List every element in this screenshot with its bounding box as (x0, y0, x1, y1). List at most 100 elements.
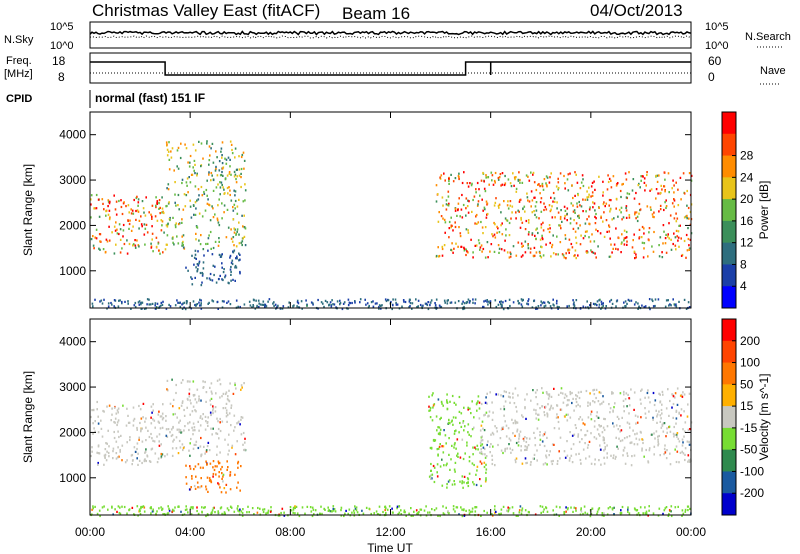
evening-band-cell (595, 212, 597, 216)
main-band-0-4h-cell (151, 232, 154, 235)
positive-velocity-arc-cell (462, 421, 464, 424)
ground-scatter-0-3h-cell (157, 413, 160, 416)
main-band-0-4h-cell (151, 204, 154, 207)
ground-scatter-3-6h-cell (234, 382, 236, 385)
evening-band-cell (593, 240, 596, 243)
evening-ground-scatter-cell (622, 399, 625, 402)
evening-band-cell (527, 175, 529, 178)
evening-ground-scatter-cell (683, 435, 685, 438)
evening-ground-scatter-cell (602, 439, 605, 442)
main-band-4-6h-cell (180, 142, 182, 145)
ground-scatter-3-6h-cell (166, 379, 169, 382)
velocity-heatmap-cells (90, 378, 693, 518)
low-range-row-cell (391, 507, 393, 510)
ground-scatter-3-6h-cell (189, 399, 191, 402)
evening-band-cell (658, 244, 660, 247)
evening-ground-scatter-cell (488, 414, 490, 418)
main-band-4-6h-cell (236, 205, 239, 208)
ground-scatter-row-cell (582, 305, 585, 308)
ground-scatter-3-6h-cell (227, 453, 229, 456)
ground-scatter-row-cell (509, 304, 511, 308)
evening-band-cell (527, 247, 530, 250)
lower-echo-4-6h-cell (221, 253, 223, 256)
evening-band-cell (445, 203, 448, 206)
ground-scatter-0-3h-cell (94, 430, 96, 433)
evening-band-cell (588, 215, 590, 218)
main-band-0-4h-cell (158, 249, 160, 252)
low-range-row-cell (405, 514, 407, 517)
low-range-row-cell (221, 512, 223, 515)
evening-ground-scatter-cell (672, 402, 675, 406)
evening-ground-scatter-cell (584, 423, 586, 426)
evening-ground-scatter-cell (508, 443, 510, 446)
main-band-4-6h-cell (216, 217, 219, 220)
evening-ground-scatter-cell (595, 414, 598, 418)
ground-scatter-0-3h-cell (136, 457, 138, 460)
low-range-row-cell (241, 511, 244, 515)
ground-scatter-0-3h-cell (138, 404, 140, 408)
ground-scatter-3-6h-cell (194, 409, 196, 412)
evening-band-cell (641, 241, 644, 244)
ground-scatter-row-cell (199, 298, 201, 301)
evening-ground-scatter-cell (604, 448, 606, 451)
main-band-4-6h-cell (212, 246, 215, 250)
ground-scatter-row-cell (654, 304, 656, 308)
ground-scatter-3-6h-cell (198, 398, 200, 401)
evening-band-cell (545, 182, 547, 185)
evening-ground-scatter-cell (557, 416, 559, 419)
ground-scatter-0-3h-cell (106, 450, 108, 453)
main-band-4-6h-cell (229, 140, 232, 143)
ground-scatter-0-3h-cell (122, 404, 124, 407)
low-range-row-cell (174, 506, 176, 509)
main-band-4-6h-cell (212, 178, 215, 182)
evening-ground-scatter-cell (526, 461, 528, 464)
evening-band-cell (560, 227, 562, 230)
low-range-row-cell (468, 512, 471, 515)
evening-band-cell (552, 252, 555, 255)
evening-ground-scatter-cell (656, 415, 658, 418)
evening-band-cell (572, 210, 575, 213)
ground-scatter-row-cell (466, 301, 469, 304)
evening-ground-scatter-cell (671, 406, 673, 409)
ground-scatter-row-cell (326, 301, 329, 304)
evening-band-cell (634, 257, 636, 260)
low-range-row-cell (452, 508, 455, 511)
main-band-4-6h-cell (221, 170, 223, 174)
low-range-row-cell (197, 512, 200, 515)
ground-scatter-3-6h-cell (212, 407, 215, 410)
positive-velocity-arc-cell (468, 460, 471, 463)
velocity-colorbar-label: Velocity [m s^-1] (757, 374, 771, 461)
evening-band-cell (582, 210, 584, 213)
main-band-4-6h-cell (171, 237, 174, 240)
lower-echo-4-6h-cell (237, 460, 240, 463)
ground-scatter-3-6h-cell (178, 428, 180, 431)
low-range-row-cell (455, 506, 458, 509)
evening-band-cell (628, 171, 630, 174)
lower-echo-4-6h-cell (220, 468, 222, 471)
main-band-4-6h-cell (234, 207, 236, 210)
lower-echo-4-6h-cell (195, 257, 197, 260)
ground-scatter-0-3h-cell (160, 452, 163, 456)
ground-scatter-3-6h-cell (175, 383, 177, 387)
positive-velocity-arc-cell (440, 416, 442, 419)
evening-ground-scatter-cell (603, 456, 605, 459)
evening-ground-scatter-cell (683, 430, 686, 433)
main-band-4-6h-cell (209, 219, 212, 222)
low-range-row-cell (353, 511, 356, 515)
evening-band-cell (462, 203, 465, 207)
positive-velocity-arc-cell (437, 447, 440, 450)
ground-scatter-row-cell (161, 303, 164, 306)
evening-band-cell (665, 233, 667, 236)
evening-band-cell (586, 230, 588, 233)
evening-band-cell (523, 205, 526, 208)
evening-ground-scatter-cell (543, 444, 546, 448)
evening-ground-scatter-cell (573, 433, 576, 436)
evening-ground-scatter-cell (556, 462, 559, 465)
ground-scatter-row-cell (602, 302, 604, 305)
main-band-4-6h-cell (238, 198, 240, 201)
evening-ground-scatter-cell (660, 408, 663, 412)
positive-velocity-arc-cell (454, 430, 456, 433)
main-band-4-6h-cell (194, 172, 196, 175)
lower-echo-4-6h-cell (211, 279, 214, 282)
ground-scatter-0-3h-cell (97, 461, 99, 465)
